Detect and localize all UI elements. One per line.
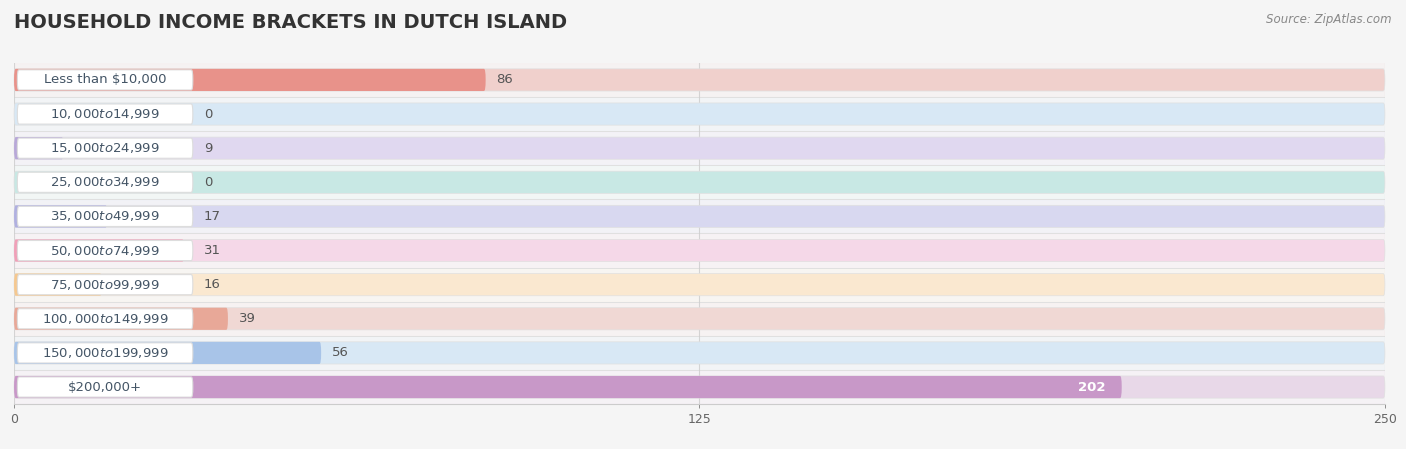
Text: HOUSEHOLD INCOME BRACKETS IN DUTCH ISLAND: HOUSEHOLD INCOME BRACKETS IN DUTCH ISLAN… xyxy=(14,13,567,32)
Text: $25,000 to $34,999: $25,000 to $34,999 xyxy=(51,175,160,189)
FancyBboxPatch shape xyxy=(14,308,1385,330)
FancyBboxPatch shape xyxy=(14,103,1385,125)
FancyBboxPatch shape xyxy=(17,207,193,226)
Text: $50,000 to $74,999: $50,000 to $74,999 xyxy=(51,243,160,258)
Text: Less than $10,000: Less than $10,000 xyxy=(44,74,166,86)
FancyBboxPatch shape xyxy=(17,377,193,397)
Text: 56: 56 xyxy=(332,347,349,359)
FancyBboxPatch shape xyxy=(14,342,321,364)
Bar xyxy=(14,370,1385,404)
FancyBboxPatch shape xyxy=(17,309,193,329)
Text: 86: 86 xyxy=(496,74,513,86)
FancyBboxPatch shape xyxy=(14,205,107,228)
FancyBboxPatch shape xyxy=(14,137,63,159)
FancyBboxPatch shape xyxy=(14,239,1385,262)
Text: $15,000 to $24,999: $15,000 to $24,999 xyxy=(51,141,160,155)
Text: 202: 202 xyxy=(1078,381,1105,393)
FancyBboxPatch shape xyxy=(14,205,1385,228)
FancyBboxPatch shape xyxy=(17,172,193,192)
FancyBboxPatch shape xyxy=(17,275,193,295)
Text: $75,000 to $99,999: $75,000 to $99,999 xyxy=(51,277,160,292)
Bar xyxy=(14,131,1385,165)
FancyBboxPatch shape xyxy=(14,137,1385,159)
FancyBboxPatch shape xyxy=(14,342,1385,364)
Text: 0: 0 xyxy=(204,176,212,189)
Text: 39: 39 xyxy=(239,313,256,325)
Bar xyxy=(14,268,1385,302)
FancyBboxPatch shape xyxy=(14,376,1385,398)
FancyBboxPatch shape xyxy=(14,308,228,330)
Text: $10,000 to $14,999: $10,000 to $14,999 xyxy=(51,107,160,121)
Bar xyxy=(14,165,1385,199)
FancyBboxPatch shape xyxy=(14,171,1385,194)
Text: 16: 16 xyxy=(204,278,221,291)
Text: $100,000 to $149,999: $100,000 to $149,999 xyxy=(42,312,169,326)
Text: Source: ZipAtlas.com: Source: ZipAtlas.com xyxy=(1267,13,1392,26)
FancyBboxPatch shape xyxy=(17,241,193,260)
Bar xyxy=(14,336,1385,370)
Bar xyxy=(14,97,1385,131)
Bar xyxy=(14,199,1385,233)
FancyBboxPatch shape xyxy=(14,273,1385,296)
Text: $150,000 to $199,999: $150,000 to $199,999 xyxy=(42,346,169,360)
FancyBboxPatch shape xyxy=(14,376,1122,398)
Bar xyxy=(14,63,1385,97)
FancyBboxPatch shape xyxy=(14,273,101,296)
Text: $200,000+: $200,000+ xyxy=(67,381,142,393)
Bar xyxy=(14,302,1385,336)
Text: $35,000 to $49,999: $35,000 to $49,999 xyxy=(51,209,160,224)
Bar xyxy=(14,233,1385,268)
FancyBboxPatch shape xyxy=(17,343,193,363)
FancyBboxPatch shape xyxy=(14,239,184,262)
FancyBboxPatch shape xyxy=(17,70,193,90)
Text: 17: 17 xyxy=(204,210,221,223)
FancyBboxPatch shape xyxy=(14,69,1385,91)
Text: 0: 0 xyxy=(204,108,212,120)
FancyBboxPatch shape xyxy=(17,104,193,124)
FancyBboxPatch shape xyxy=(14,69,485,91)
FancyBboxPatch shape xyxy=(17,138,193,158)
Text: 9: 9 xyxy=(204,142,212,154)
Text: 31: 31 xyxy=(204,244,221,257)
